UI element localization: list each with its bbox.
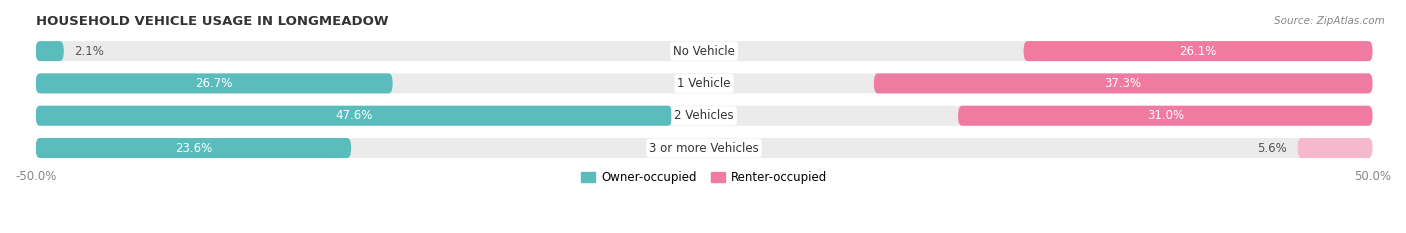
Text: 3 or more Vehicles: 3 or more Vehicles [650, 141, 759, 154]
FancyBboxPatch shape [35, 41, 63, 61]
FancyBboxPatch shape [35, 73, 1372, 93]
Legend: Owner-occupied, Renter-occupied: Owner-occupied, Renter-occupied [576, 167, 832, 189]
Text: 26.7%: 26.7% [195, 77, 233, 90]
Text: No Vehicle: No Vehicle [673, 45, 735, 58]
Text: Source: ZipAtlas.com: Source: ZipAtlas.com [1274, 16, 1385, 26]
FancyBboxPatch shape [35, 138, 352, 158]
Text: 23.6%: 23.6% [174, 141, 212, 154]
FancyBboxPatch shape [35, 138, 1372, 158]
Text: 1 Vehicle: 1 Vehicle [678, 77, 731, 90]
Text: 2 Vehicles: 2 Vehicles [675, 109, 734, 122]
Text: HOUSEHOLD VEHICLE USAGE IN LONGMEADOW: HOUSEHOLD VEHICLE USAGE IN LONGMEADOW [35, 15, 388, 28]
FancyBboxPatch shape [875, 73, 1372, 93]
Text: 26.1%: 26.1% [1180, 45, 1216, 58]
Text: 2.1%: 2.1% [75, 45, 104, 58]
FancyBboxPatch shape [35, 106, 672, 126]
FancyBboxPatch shape [1298, 138, 1372, 158]
Text: 37.3%: 37.3% [1105, 77, 1142, 90]
FancyBboxPatch shape [35, 73, 392, 93]
Text: 47.6%: 47.6% [335, 109, 373, 122]
FancyBboxPatch shape [35, 106, 1372, 126]
Text: 5.6%: 5.6% [1257, 141, 1286, 154]
FancyBboxPatch shape [957, 106, 1372, 126]
FancyBboxPatch shape [35, 41, 1372, 61]
Text: 31.0%: 31.0% [1147, 109, 1184, 122]
FancyBboxPatch shape [1024, 41, 1372, 61]
